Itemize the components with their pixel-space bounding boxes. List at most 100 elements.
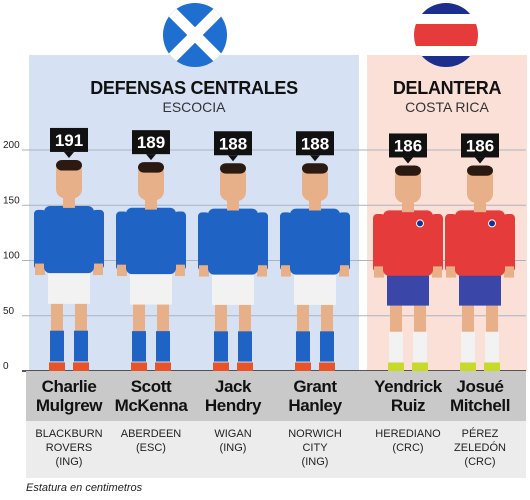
player-hand xyxy=(35,263,45,276)
player-boot xyxy=(484,362,500,371)
player-boot xyxy=(460,362,476,371)
player-shorts xyxy=(48,267,90,304)
player-hand xyxy=(117,264,127,277)
player-shirt xyxy=(290,208,340,275)
height-label: 188 xyxy=(219,134,247,153)
player-figure: 188 xyxy=(280,131,350,371)
player-arm xyxy=(445,214,457,272)
player-sock xyxy=(74,330,88,362)
player-hand xyxy=(199,265,209,277)
player-hair xyxy=(467,165,493,176)
height-label-pointer xyxy=(475,157,485,164)
player-arm xyxy=(198,212,210,271)
player-boot xyxy=(73,362,89,371)
player-arm xyxy=(280,212,292,271)
player-hand xyxy=(339,265,349,277)
player-figure: 189 xyxy=(116,130,186,371)
crest-icon xyxy=(488,219,496,228)
player-hand xyxy=(432,266,442,278)
height-label: 191 xyxy=(55,131,83,150)
player-head xyxy=(138,164,164,201)
y-tick-label: 50 xyxy=(3,306,15,317)
player-name-band xyxy=(26,371,526,421)
player-head xyxy=(467,167,493,203)
player-sock xyxy=(132,331,146,362)
player-shorts xyxy=(387,270,429,306)
height-label-pointer xyxy=(228,155,238,162)
player-club: WIGAN (ING) xyxy=(214,428,252,454)
player-boot xyxy=(319,362,335,371)
player-figure: 186 xyxy=(445,133,515,371)
player-sock xyxy=(485,331,499,362)
player-head xyxy=(302,165,328,202)
player-shorts xyxy=(294,269,336,305)
player-boot xyxy=(412,362,428,371)
player-hair xyxy=(302,163,328,174)
player-sock xyxy=(320,331,334,362)
player-boot xyxy=(49,362,65,371)
height-label-box xyxy=(461,133,499,158)
height-label: 188 xyxy=(301,134,329,153)
player-hand xyxy=(504,266,514,278)
player-boot xyxy=(155,362,171,371)
scotland-group-subtitle: ESCOCIA xyxy=(162,99,226,115)
player-shirt xyxy=(126,207,176,275)
player-arm xyxy=(174,211,186,271)
player-figure: 188 xyxy=(198,131,268,371)
player-club: NORWICH CITY (ING) xyxy=(288,428,342,468)
height-label: 189 xyxy=(137,133,165,152)
player-club-band xyxy=(26,421,526,478)
costa-rica-group-subtitle: COSTA RICA xyxy=(405,99,489,115)
player-sock xyxy=(50,330,64,362)
player-hand xyxy=(446,266,456,278)
player-sock xyxy=(461,331,475,362)
player-arm xyxy=(431,214,443,272)
player-name: Jack Hendry xyxy=(204,377,262,415)
player-boot xyxy=(213,362,229,371)
player-hair xyxy=(56,159,82,171)
player-hand xyxy=(281,265,291,277)
player-arm xyxy=(338,212,350,271)
player-shorts xyxy=(212,269,254,305)
player-club: PÉREZ ZELEDÓN (CRC) xyxy=(454,428,506,468)
height-label-box xyxy=(214,131,252,156)
player-boot xyxy=(237,362,253,371)
player-club: ABERDEEN (ESC) xyxy=(120,428,182,454)
player-shirt xyxy=(44,205,94,274)
player-figure: 186 xyxy=(373,133,443,371)
player-shorts xyxy=(459,270,501,306)
player-head xyxy=(220,165,246,202)
player-boot xyxy=(131,362,147,371)
player-hand xyxy=(257,265,267,277)
player-arm xyxy=(116,211,128,271)
height-label-pointer xyxy=(403,157,413,164)
y-tick-label: 200 xyxy=(3,140,20,151)
y-tick-label: 0 xyxy=(3,361,9,372)
y-tick-label: 150 xyxy=(3,195,20,206)
height-label-pointer xyxy=(64,151,74,158)
player-sock xyxy=(156,331,170,362)
player-hand xyxy=(374,266,384,278)
player-shorts xyxy=(130,268,172,305)
player-arm xyxy=(92,209,104,270)
height-label-pointer xyxy=(310,155,320,162)
player-sock xyxy=(413,331,427,362)
player-sock xyxy=(214,331,228,362)
costa-rica-flag-icon xyxy=(414,3,478,67)
player-shirt xyxy=(455,210,505,276)
scotland-group-title: DEFENSAS CENTRALES xyxy=(90,78,298,98)
player-head xyxy=(56,161,82,199)
player-boot xyxy=(388,362,404,371)
player-hair xyxy=(395,165,421,176)
player-hair xyxy=(220,163,246,174)
player-sock xyxy=(296,331,310,362)
player-hand xyxy=(175,264,185,277)
player-name: Yendrick Ruiz xyxy=(374,377,442,415)
height-label-pointer xyxy=(146,154,156,161)
player-shirt xyxy=(383,210,433,276)
player-sock xyxy=(238,331,252,362)
player-name: Charlie Mulgrew xyxy=(35,377,103,415)
player-club: BLACKBURN ROVERS (ING) xyxy=(35,428,103,468)
player-arm xyxy=(373,214,385,272)
